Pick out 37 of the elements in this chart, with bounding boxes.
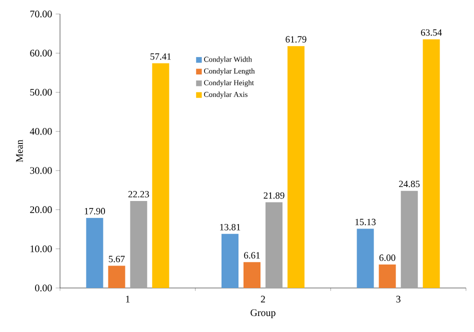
- data-label: 22.23: [128, 191, 149, 198]
- data-label: 13.81: [220, 224, 240, 230]
- data-label: 15.13: [355, 218, 376, 226]
- bar: [222, 234, 238, 288]
- data-label: 61.79: [286, 36, 306, 43]
- y-axis-title: Mean: [16, 140, 23, 162]
- y-tick-label: 40.00: [30, 128, 52, 135]
- data-label: 17.90: [84, 208, 105, 214]
- bar: [152, 63, 170, 288]
- bar: [400, 190, 418, 288]
- y-tick-label: 30.00: [30, 167, 52, 174]
- y-tick-label: 50.00: [30, 88, 52, 96]
- data-label: 6.61: [244, 252, 260, 259]
- bar: [378, 264, 396, 288]
- data-label: 21.89: [264, 192, 284, 199]
- data-label: 63.54: [421, 29, 442, 36]
- bar: [288, 46, 304, 288]
- bar: [244, 262, 261, 288]
- x-tick-label: 1: [126, 296, 130, 302]
- bar: [422, 39, 440, 288]
- y-tick-label: 70.00: [30, 10, 52, 18]
- data-label: 6.00: [379, 254, 396, 261]
- bar: [266, 202, 282, 288]
- y-tick-label: 10.00: [30, 245, 52, 252]
- bar: [108, 266, 126, 288]
- data-label: 57.41: [150, 53, 171, 60]
- x-tick-label: 3: [396, 296, 400, 302]
- bar: [356, 228, 374, 288]
- y-tick-label: 60.00: [30, 50, 52, 57]
- y-tick-label: 0.00: [35, 284, 52, 292]
- y-tick-label: 20.00: [30, 206, 52, 214]
- x-axis-title: Group: [250, 309, 276, 318]
- x-tick-label: 2: [260, 296, 265, 302]
- bar: [86, 218, 104, 288]
- bar: [130, 200, 148, 288]
- data-label: 5.67: [108, 256, 125, 262]
- data-label: 24.85: [399, 180, 420, 188]
